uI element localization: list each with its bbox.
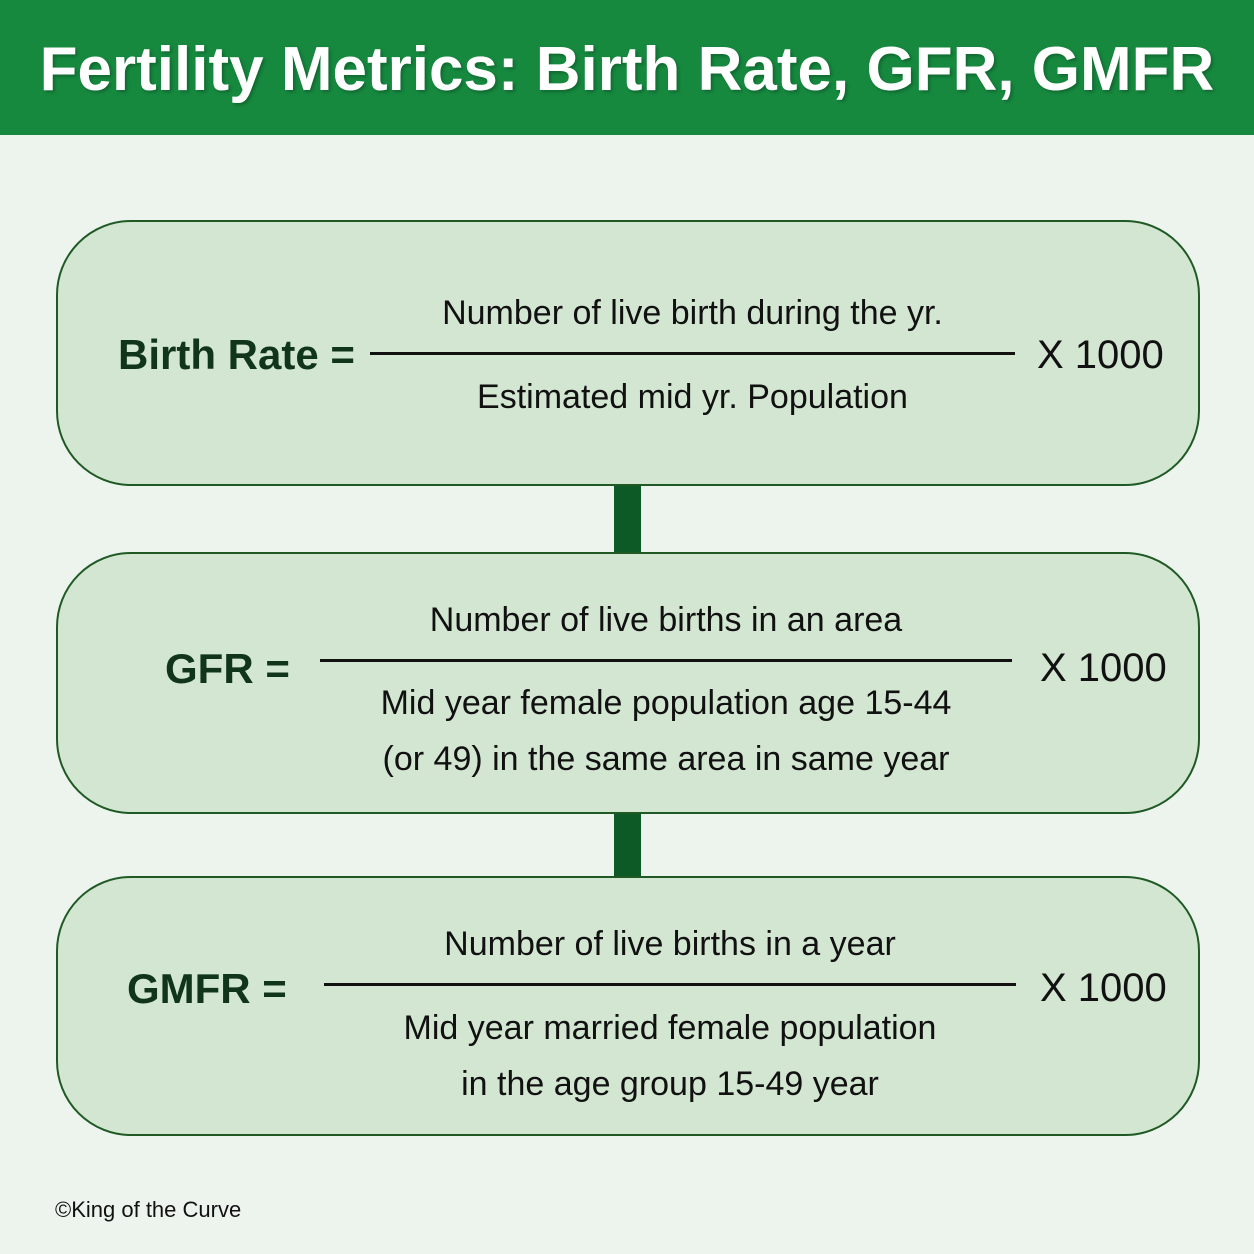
gfr-denominator-line-2: (or 49) in the same area in same year (382, 740, 950, 778)
birth-rate-fraction-bar (370, 352, 1015, 355)
gfr-label: GFR = (165, 645, 290, 692)
birth-rate-label: Birth Rate = (118, 331, 355, 378)
gfr-denominator-line-1: Mid year female population age 15-44 (380, 684, 952, 722)
gmfr-fraction-bar (324, 983, 1016, 986)
gmfr-multiplier: X 1000 (1040, 966, 1167, 1010)
copyright-footer: ©King of the Curve (55, 1197, 242, 1222)
birth-rate-numerator: Number of live birth during the yr. (442, 294, 943, 332)
gmfr-denominator-line-2: in the age group 15-49 year (461, 1065, 879, 1103)
gmfr-denominator: Mid year married female population in th… (324, 1008, 1016, 1104)
gmfr-card (56, 876, 1200, 1136)
connector-2 (614, 814, 641, 876)
header-banner (0, 0, 1254, 135)
gmfr-label: GMFR = (127, 965, 287, 1012)
connector-1 (614, 486, 641, 552)
gfr-multiplier: X 1000 (1040, 646, 1167, 690)
gfr-denominator: Mid year female population age 15-44 (or… (320, 683, 1012, 779)
birth-rate-multiplier: X 1000 (1037, 333, 1164, 377)
birth-rate-denominator: Estimated mid yr. Population (370, 377, 1015, 417)
gmfr-denominator-line-1: Mid year married female population (403, 1009, 937, 1047)
gfr-card (56, 552, 1200, 814)
page-title: Fertility Metrics: Birth Rate, GFR, GMFR (39, 35, 1215, 104)
gfr-numerator: Number of live births in an area (429, 601, 903, 639)
gmfr-numerator: Number of live births in a year (444, 925, 896, 963)
gfr-fraction-bar (320, 659, 1012, 662)
birth-rate-denominator-line-1: Estimated mid yr. Population (477, 378, 908, 416)
